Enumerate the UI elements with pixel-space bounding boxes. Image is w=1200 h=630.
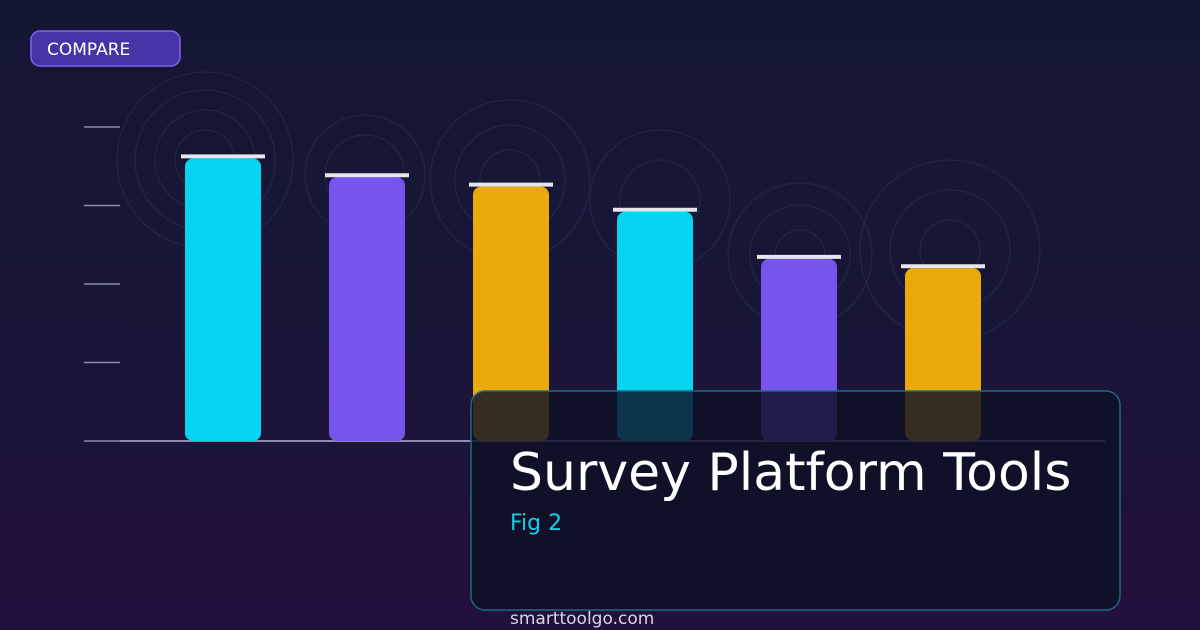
footer: smarttoolgo.com <box>510 609 654 629</box>
bar <box>329 177 405 442</box>
chart-subtitle: Fig 2 <box>510 511 562 536</box>
bar <box>185 158 261 441</box>
badge <box>30 30 181 67</box>
bar <box>473 186 549 441</box>
title-panel <box>470 390 1121 611</box>
badge-text: COMPARE <box>47 40 130 60</box>
bar <box>617 211 693 441</box>
chart-title: Survey Platform Tools <box>510 443 1071 503</box>
